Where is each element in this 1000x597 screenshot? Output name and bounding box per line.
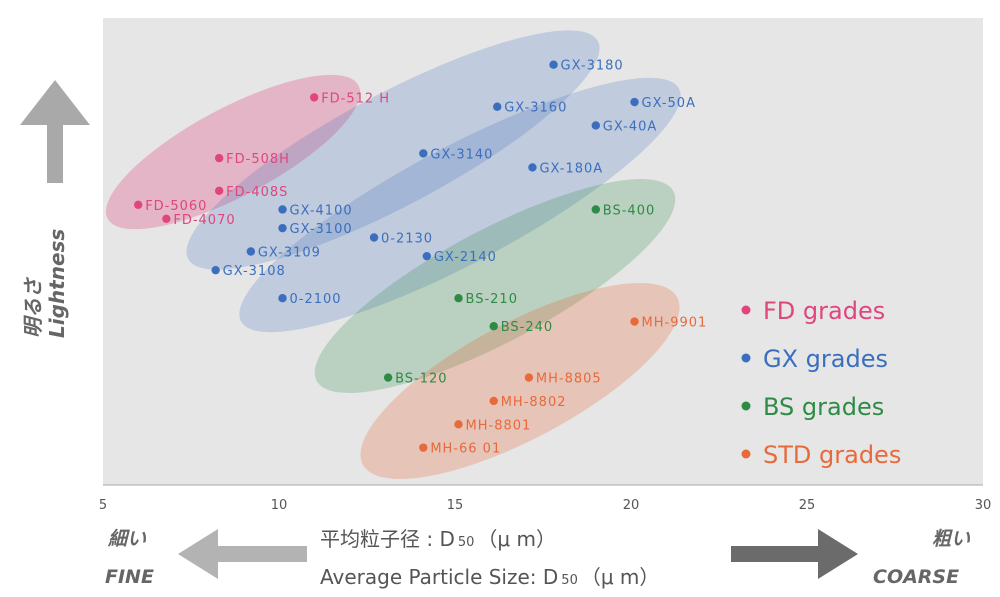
x-axis-title-en-main: Average Particle Size: D (320, 565, 558, 589)
bs-region (314, 179, 676, 393)
data-point-label: GX-3100 (290, 222, 353, 237)
x-tick-label: 5 (99, 498, 107, 513)
legend-marker (741, 449, 751, 459)
data-point (454, 294, 463, 303)
data-point (211, 265, 220, 275)
std-region (360, 282, 680, 480)
x-tick-label: 25 (799, 498, 816, 513)
y-axis-label-jp: 明るさ (21, 277, 45, 338)
data-point-label: GX-3140 (430, 147, 493, 162)
gx-region-lower (239, 77, 681, 333)
data-point-label: 0-2100 (290, 292, 342, 307)
data-point (489, 396, 498, 406)
data-point-label: GX-3160 (504, 101, 567, 116)
fine-label-en: FINE (105, 566, 154, 588)
data-point (134, 200, 143, 209)
legend-marker (741, 353, 751, 363)
x-axis-title-en-unit: （μ m） (581, 565, 660, 589)
data-point-label: GX-50A (642, 96, 696, 111)
x-tick-label: 15 (447, 498, 464, 513)
legend-label: BS grades (763, 393, 884, 421)
fd-region (105, 74, 361, 230)
data-point-label: MH-66 01 (430, 442, 501, 457)
data-point-label: MH-9901 (642, 316, 708, 331)
data-point-label: FD-4070 (173, 213, 235, 228)
up-arrow-icon (20, 80, 90, 183)
x-axis-title-jp: 平均粒子径 : D 50 （μ m） (320, 527, 556, 551)
data-point-label: GX-40A (603, 119, 657, 134)
data-point-label: GX-3108 (223, 264, 286, 279)
legend-marker (741, 401, 751, 411)
data-point (214, 186, 224, 195)
gx-region-upper (186, 30, 600, 270)
data-point-label: MH-8802 (501, 395, 567, 410)
data-point (383, 373, 393, 382)
data-point (454, 420, 463, 429)
data-point-label: GX-3109 (258, 246, 321, 261)
legend-marker (741, 305, 751, 315)
data-point (524, 373, 534, 382)
legend-label: GX grades (763, 345, 888, 373)
data-point-label: BS-120 (395, 372, 447, 387)
data-point (214, 153, 224, 163)
data-point (419, 443, 428, 452)
x-axis-title-en: Average Particle Size: D 50 （μ m） (320, 565, 659, 589)
legend-label: FD grades (763, 297, 885, 325)
data-point (310, 93, 319, 102)
data-point-label: MH-8805 (536, 372, 602, 387)
data-point (278, 223, 287, 233)
right-arrow-icon (731, 529, 858, 579)
x-axis-title-jp-sub: 50 (458, 535, 475, 550)
data-point-label: FD-512 H (321, 91, 390, 106)
data-point-label: BS-400 (603, 203, 655, 218)
fine-label-jp: 細い (107, 528, 147, 550)
data-point-label: BS-240 (501, 320, 553, 335)
data-point-label: FD-508H (226, 152, 290, 167)
data-point (549, 60, 558, 69)
data-point (369, 233, 379, 242)
data-point (493, 102, 502, 111)
x-axis-title-en-sub: 50 (561, 573, 578, 588)
x-tick-label: 20 (623, 498, 640, 513)
data-point-label: GX-180A (539, 161, 603, 176)
x-axis-title-jp-unit: （μ m） (477, 527, 556, 551)
data-point (278, 294, 287, 303)
data-point-label: FD-408S (226, 185, 288, 200)
left-arrow-icon (178, 529, 307, 579)
data-point-label: GX-4100 (290, 203, 353, 218)
data-point-label: BS-210 (466, 292, 518, 307)
region-ellipses (105, 30, 681, 480)
data-point (246, 247, 256, 256)
coarse-label-en: COARSE (873, 566, 959, 588)
data-point (528, 163, 537, 172)
coarse-label-jp: 粗い (932, 528, 971, 550)
data-point (162, 214, 171, 224)
data-point-label: MH-8801 (466, 418, 532, 433)
data-point-label: GX-2140 (434, 250, 497, 265)
legend: FD grades GX grades BS grades STD grades (741, 297, 901, 469)
data-point-label: 0-2130 (381, 231, 433, 246)
x-axis-title-jp-main: 平均粒子径 : D (320, 527, 455, 551)
data-point (591, 205, 600, 214)
data-point (422, 251, 432, 261)
y-axis-label-en: Lightness (45, 229, 69, 338)
x-tick-label: 10 (271, 498, 288, 513)
data-point-label: FD-5060 (145, 199, 207, 214)
data-point (630, 97, 639, 107)
x-tick-label: 30 (975, 498, 992, 513)
data-point (419, 149, 428, 158)
data-point (489, 322, 498, 331)
x-ticks: 5 10 15 20 25 30 (99, 498, 991, 513)
data-point (591, 121, 600, 130)
data-point (278, 205, 287, 214)
data-point (630, 317, 639, 326)
legend-label: STD grades (763, 441, 901, 469)
data-point-label: GX-3180 (561, 59, 624, 74)
